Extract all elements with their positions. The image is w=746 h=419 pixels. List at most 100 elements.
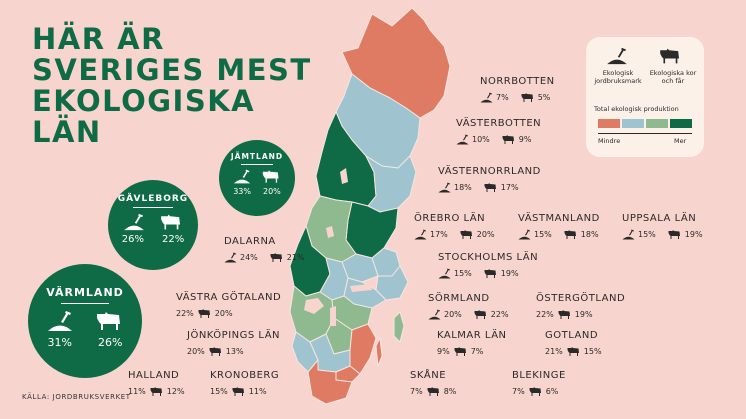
- farmland-value: 15%: [210, 387, 228, 396]
- county-name: JÄMTLAND: [230, 152, 284, 161]
- livestock-value: 17%: [500, 183, 519, 192]
- legend-swatch: [646, 119, 668, 128]
- livestock-value: 6%: [545, 387, 559, 396]
- divider: [61, 303, 109, 304]
- farmland-value: 7%: [512, 387, 525, 396]
- livestock-icon: [454, 347, 466, 356]
- label-kronoberg: KRONOBERG 15% 11%: [210, 370, 279, 397]
- region-vasternorrland: [365, 155, 417, 213]
- county-name: DALARNA: [224, 236, 276, 247]
- label-blekinge: BLEKINGE 7% 6%: [512, 370, 566, 397]
- livestock-value: 18%: [580, 230, 599, 239]
- legend-swatch: [598, 119, 620, 128]
- livestock-value: 9%: [518, 135, 532, 144]
- county-name: GOTLAND: [545, 330, 599, 341]
- county-name: SKÅNE: [410, 370, 447, 381]
- farmland-value: 18%: [454, 183, 472, 192]
- label-stockholm: STOCKHOLMS LÄN 15% 19%: [438, 252, 538, 279]
- livestock-value: 26%: [98, 336, 123, 349]
- livestock-icon: [521, 93, 533, 102]
- highlight-varmland: VÄRMLAND 31% 26%: [28, 264, 142, 378]
- label-sormland: SÖRMLAND 20% 22%: [428, 293, 509, 320]
- farmland-icon: [622, 229, 635, 240]
- farmland-value: 24%: [240, 253, 258, 262]
- livestock-icon: [474, 310, 486, 319]
- livestock-icon: [660, 48, 679, 64]
- divider: [241, 164, 273, 165]
- region-skane: [307, 359, 353, 405]
- legend-swatch: [670, 119, 692, 128]
- livestock-icon: [262, 170, 279, 183]
- label-vastmanland: VÄSTMANLAND 15% 18%: [518, 213, 600, 240]
- farmland-icon: [224, 252, 237, 263]
- livestock-value: 20%: [476, 230, 495, 239]
- county-name: STOCKHOLMS LÄN: [438, 252, 539, 263]
- livestock-value: 19%: [684, 230, 703, 239]
- livestock-icon: [564, 230, 576, 239]
- lake-vattern: [330, 306, 336, 326]
- label-jonkoping: JÖNKÖPINGS LÄN 20% 13%: [187, 330, 280, 357]
- farmland-icon: [480, 92, 493, 103]
- farmland-icon: [518, 229, 531, 240]
- livestock-value: 20%: [214, 309, 233, 318]
- legend-scale-title: Total ekologisk produktion: [594, 105, 679, 113]
- livestock-icon: [668, 230, 680, 239]
- legend-more: Mer: [674, 137, 687, 145]
- farmland-icon: [233, 169, 251, 184]
- livestock-value: 5%: [537, 93, 551, 102]
- legend: Ekologisk jordbruksmark Ekologiska kor o…: [586, 37, 704, 157]
- livestock-icon: [558, 310, 570, 319]
- region-kalmar: [349, 323, 377, 375]
- livestock-value: 21%: [286, 253, 305, 262]
- lake-malaren: [350, 284, 372, 292]
- farmland-value: 7%: [410, 387, 423, 396]
- region-norrbotten: [341, 7, 451, 119]
- farmland-icon: [48, 311, 72, 331]
- legend-arrow: [598, 133, 692, 134]
- farmland-value: 22%: [536, 310, 554, 319]
- icon-row: [28, 310, 142, 332]
- label-vasterbotten: VÄSTERBOTTEN 10% 9%: [456, 118, 541, 145]
- legend-scale: [598, 119, 692, 128]
- livestock-value: 22%: [162, 234, 185, 245]
- livestock-value: 15%: [583, 347, 602, 356]
- legend-less: Mindre: [598, 137, 621, 145]
- label-halland: HALLAND 11% 12%: [128, 370, 185, 397]
- county-name: VÄSTERBOTTEN: [456, 118, 542, 129]
- county-name: UPPSALA LÄN: [622, 213, 697, 224]
- county-name: GÄVLEBORG: [117, 194, 189, 204]
- farmland-value: 15%: [534, 230, 552, 239]
- farmland-value: 21%: [545, 347, 563, 356]
- county-name: KALMAR LÄN: [437, 330, 507, 341]
- lake-siljan: [326, 226, 334, 238]
- legend-livestock-label: Ekologiska kor och får: [649, 69, 697, 85]
- livestock-icon: [150, 387, 162, 396]
- label-kalmar: KALMAR LÄN 9% 7%: [437, 330, 507, 357]
- title-line: HÄR ÄR: [32, 22, 165, 56]
- label-uppsala: UPPSALA LÄN 15% 19%: [622, 213, 703, 240]
- highlight-jamtland: JÄMTLAND 33% 20%: [219, 140, 295, 216]
- lake-storsjon: [340, 168, 348, 184]
- title-line: EKOLOGISKA: [32, 84, 256, 118]
- livestock-icon: [270, 253, 282, 262]
- livestock-icon: [232, 387, 244, 396]
- county-name: SÖRMLAND: [428, 293, 490, 304]
- farmland-value: 11%: [128, 387, 146, 396]
- label-vastra-gotaland: VÄSTRA GÖTALAND 22% 20%: [176, 292, 281, 319]
- county-name: ÖSTERGÖTLAND: [536, 293, 626, 304]
- title-line: LÄN: [32, 115, 102, 149]
- county-name: KRONOBERG: [210, 370, 280, 381]
- values-row: 26% 22%: [108, 234, 198, 245]
- county-name: BLEKINGE: [512, 370, 566, 381]
- livestock-value: 22%: [490, 310, 509, 319]
- county-name: VÄSTERNORRLAND: [438, 166, 541, 177]
- farmland-value: 31%: [47, 336, 72, 349]
- farmland-value: 26%: [121, 234, 144, 245]
- icon-row: [219, 169, 295, 184]
- livestock-icon: [209, 347, 221, 356]
- farmland-icon: [414, 229, 427, 240]
- livestock-value: 19%: [574, 310, 593, 319]
- label-norrbotten: NORRBOTTEN 7% 5%: [480, 76, 555, 103]
- livestock-icon: [460, 230, 472, 239]
